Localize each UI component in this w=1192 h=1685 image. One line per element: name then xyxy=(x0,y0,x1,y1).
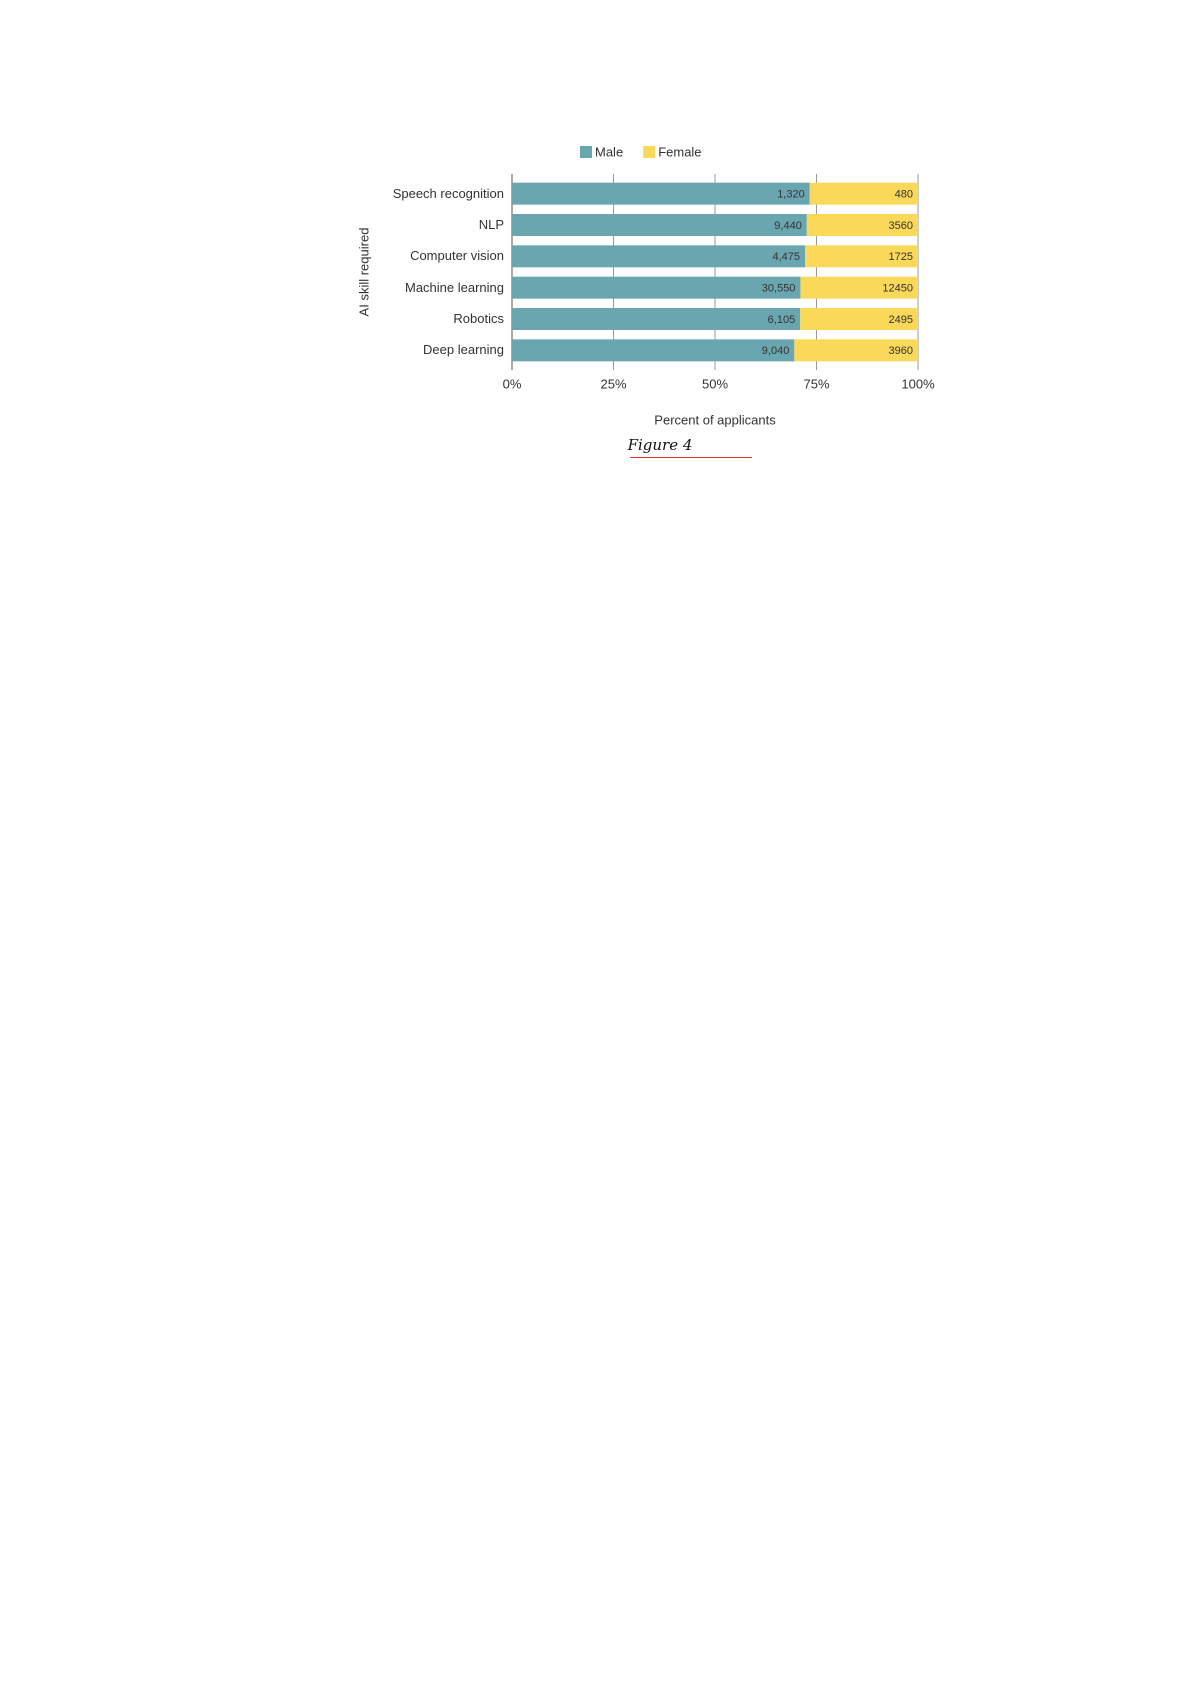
x-tick-label: 0% xyxy=(503,376,522,391)
bar-segment xyxy=(800,308,918,330)
bar-segment xyxy=(809,182,918,205)
data-label: 9,040 xyxy=(762,345,790,357)
bar-segment xyxy=(512,214,807,236)
y-tick-label: Robotics xyxy=(453,311,504,326)
bar-segment xyxy=(512,308,801,330)
bar-segment xyxy=(794,339,918,362)
bar-segment xyxy=(512,245,806,268)
y-tick-label: Deep learning xyxy=(423,342,504,358)
x-axis-title: Percent of applicants xyxy=(654,412,776,427)
chart: AI skill required Percent of applicants … xyxy=(356,144,935,427)
data-label: 12450 xyxy=(882,283,913,295)
data-label: 4,475 xyxy=(773,251,801,263)
bar-segment xyxy=(512,276,801,299)
bar-segment xyxy=(800,276,918,299)
data-label: 2495 xyxy=(889,314,913,326)
legend-swatch xyxy=(643,146,656,158)
y-tick-label: Machine learning xyxy=(404,279,504,295)
data-label: 30,550 xyxy=(762,283,796,295)
bar-segment xyxy=(805,245,918,268)
data-label: 3960 xyxy=(889,345,913,357)
data-label: 1725 xyxy=(889,251,913,263)
legend-label: Male xyxy=(595,144,623,159)
caption-underline xyxy=(630,457,752,458)
x-tick-label: 75% xyxy=(803,376,829,391)
data-label: 6,105 xyxy=(768,314,796,326)
bar-segment xyxy=(806,214,918,236)
figure-caption: Figure 4 xyxy=(627,436,693,454)
data-label: 1,320 xyxy=(777,189,805,201)
x-tick-label: 50% xyxy=(702,376,728,391)
bar-segment xyxy=(512,182,810,205)
y-axis-title: AI skill required xyxy=(356,228,371,317)
y-tick-label: NLP xyxy=(478,217,504,232)
legend-label: Female xyxy=(658,144,701,159)
x-tick-label: 25% xyxy=(600,376,626,391)
legend-swatch xyxy=(580,146,592,158)
data-label: 480 xyxy=(895,189,913,201)
data-label: 9,440 xyxy=(774,220,802,232)
y-tick-label: Computer vision xyxy=(410,248,504,264)
bar-segment xyxy=(512,339,795,362)
x-tick-label: 100% xyxy=(901,376,935,391)
data-label: 3560 xyxy=(889,220,913,232)
y-tick-label: Speech recognition xyxy=(392,185,504,201)
